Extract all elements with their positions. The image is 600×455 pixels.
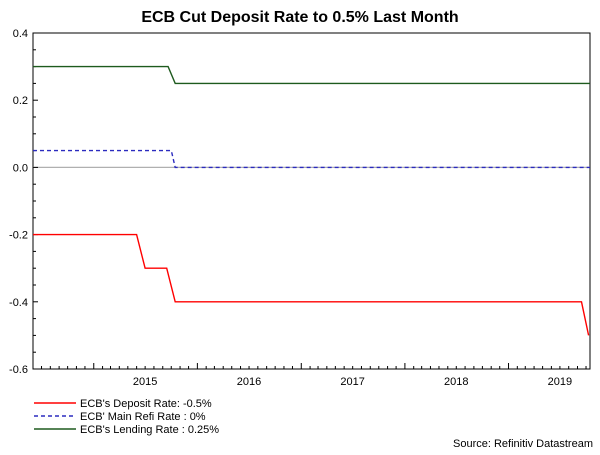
x-tick-label: 2016 (237, 376, 261, 388)
y-tick-label: 0.2 (13, 95, 28, 107)
chart-title: ECB Cut Deposit Rate to 0.5% Last Month (141, 9, 458, 26)
legend-label-1: ECB's Deposit Rate: -0.5% (80, 398, 212, 410)
y-tick-label: 0.0 (13, 162, 28, 174)
y-tick-label: -0.2 (9, 230, 28, 242)
plot-area: 0.4 0.2 0.0 -0.2 -0.4 -0.6 2015 2016 2017 2018 201… (9, 28, 591, 388)
x-tick-label: 2015 (133, 376, 157, 388)
legend-label-2: ECB' Main Refi Rate : 0% (80, 411, 206, 423)
legend: ECB's Deposit Rate: -0.5%ECB' Main Refi … (34, 398, 219, 436)
y-tick-label: -0.4 (9, 297, 28, 309)
x-tick-label: 2018 (444, 376, 468, 388)
y-tick-label: -0.6 (9, 364, 28, 376)
legend-label-3: ECB's Lending Rate : 0.25% (80, 424, 219, 436)
x-tick-label: 2019 (548, 376, 572, 388)
series-line-1 (33, 233, 590, 336)
x-tick-label: 2017 (340, 376, 364, 388)
series-line-3 (33, 65, 590, 85)
series-line-2 (33, 149, 590, 169)
y-tick-label: 0.4 (13, 28, 28, 40)
source-note: Source: Refinitiv Datastream (453, 438, 593, 450)
